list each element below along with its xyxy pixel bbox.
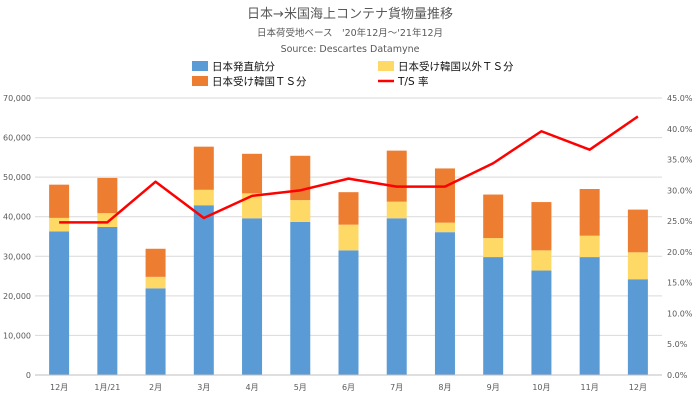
bar-segment <box>531 270 552 375</box>
x-tick-label: 11月 <box>581 383 599 392</box>
y-axis-left: 0 10,000 20,000 30,000 40,000 50,000 60,000 70,… <box>3 94 31 380</box>
bar-segment <box>338 250 359 375</box>
bar-segment <box>290 155 311 201</box>
y-right-tick-label: 15.0% <box>667 279 693 288</box>
x-tick-label: 2月 <box>149 383 162 392</box>
y-left-tick-label: 70,000 <box>3 94 31 103</box>
y-right-tick-label: 5.0% <box>667 340 688 349</box>
chart-source: Source: Descartes Datamyne <box>281 44 420 55</box>
x-tick-label: 8月 <box>438 383 451 392</box>
x-tick-label: 12月 <box>629 383 647 392</box>
x-tick-label: 9月 <box>487 383 500 392</box>
bar-segment <box>579 235 600 258</box>
bar-segment <box>627 209 648 253</box>
bar-segment <box>434 232 455 375</box>
y-right-tick-label: 45.0% <box>667 94 693 103</box>
bar-segment <box>49 217 70 232</box>
x-tick-label: 3月 <box>197 383 210 392</box>
x-axis: 12月 1月/21 2月 3月 4月 5月 6月 7月 8月 9月 10月 11月 12月 <box>35 374 662 392</box>
bar-segment <box>242 193 263 219</box>
bar-segment <box>290 200 311 222</box>
y-right-tick-label: 20.0% <box>667 248 693 257</box>
bar-segment <box>193 205 214 375</box>
bar-segment <box>49 184 70 218</box>
bar-segment <box>434 222 455 233</box>
bar-segment <box>193 146 214 190</box>
y-right-tick-label: 35.0% <box>667 156 693 165</box>
bar-segment <box>483 257 504 375</box>
bar-segment <box>483 238 504 258</box>
bar-segment <box>97 227 118 375</box>
bar-segment <box>49 231 70 375</box>
legend-label: T/S 率 <box>397 75 428 88</box>
bar-segment <box>579 189 600 236</box>
y-right-tick-label: 0.0% <box>667 371 688 380</box>
y-left-tick-label: 60,000 <box>3 134 31 143</box>
y-right-tick-label: 10.0% <box>667 309 693 318</box>
bar-segment <box>627 279 648 375</box>
bar-segment <box>145 276 166 289</box>
bar-segment <box>531 202 552 251</box>
tsrate-line <box>59 115 639 224</box>
bar-segment <box>531 250 552 271</box>
y-left-tick-label: 50,000 <box>3 173 31 182</box>
y-left-tick-label: 20,000 <box>3 292 31 301</box>
x-tick-label: 1月/21 <box>94 383 120 392</box>
bar-segment <box>338 192 359 225</box>
chart-subtitle: 日本荷受地ベース '20年12月～'21年12月 <box>257 27 443 39</box>
y-left-tick-label: 30,000 <box>3 252 31 261</box>
y-axis-right: 0.0% 5.0% 10.0% 15.0% 20.0% 25.0% 30.0% 35.0% 40… <box>667 94 693 380</box>
y-right-tick-label: 40.0% <box>667 125 693 134</box>
x-tick-label: 12月 <box>50 383 68 392</box>
bar-segment <box>386 218 407 375</box>
y-left-tick-label: 40,000 <box>3 213 31 222</box>
bar-segment <box>386 150 407 202</box>
chart-title: 日本→米国海上コンテナ貨物量推移 <box>247 6 453 22</box>
y-right-tick-label: 30.0% <box>667 186 693 195</box>
x-tick-label: 6月 <box>342 383 355 392</box>
bar-segment <box>290 221 311 375</box>
bar-segment <box>627 252 648 280</box>
bar-segment <box>242 153 263 194</box>
bar-segment <box>338 224 359 251</box>
bars <box>49 146 648 375</box>
y-right-tick-label: 25.0% <box>667 217 693 226</box>
x-tick-label: 7月 <box>390 383 403 392</box>
bar-segment <box>386 201 407 219</box>
legend-label: 日本受け韓国ＴＳ分 <box>212 75 307 88</box>
legend-label: 日本発直航分 <box>212 60 275 73</box>
legend-swatch <box>378 61 394 71</box>
bar-segment <box>483 194 504 239</box>
tsrate-line-group <box>59 115 639 224</box>
bar-segment <box>579 257 600 375</box>
legend-label: 日本受け韓国以外ＴＳ分 <box>398 60 514 73</box>
y-left-tick-label: 0 <box>26 371 31 380</box>
x-tick-label: 4月 <box>245 383 258 392</box>
bar-segment <box>242 218 263 375</box>
bar-segment <box>97 177 118 214</box>
bar-segment <box>434 168 455 223</box>
bar-segment <box>145 288 166 375</box>
x-tick-label: 10月 <box>532 383 550 392</box>
legend-swatch <box>192 76 208 86</box>
y-left-tick-label: 10,000 <box>3 331 31 340</box>
legend-swatch <box>192 61 208 71</box>
bar-segment <box>193 189 214 206</box>
x-tick-label: 5月 <box>294 383 307 392</box>
bar-segment <box>145 248 166 277</box>
